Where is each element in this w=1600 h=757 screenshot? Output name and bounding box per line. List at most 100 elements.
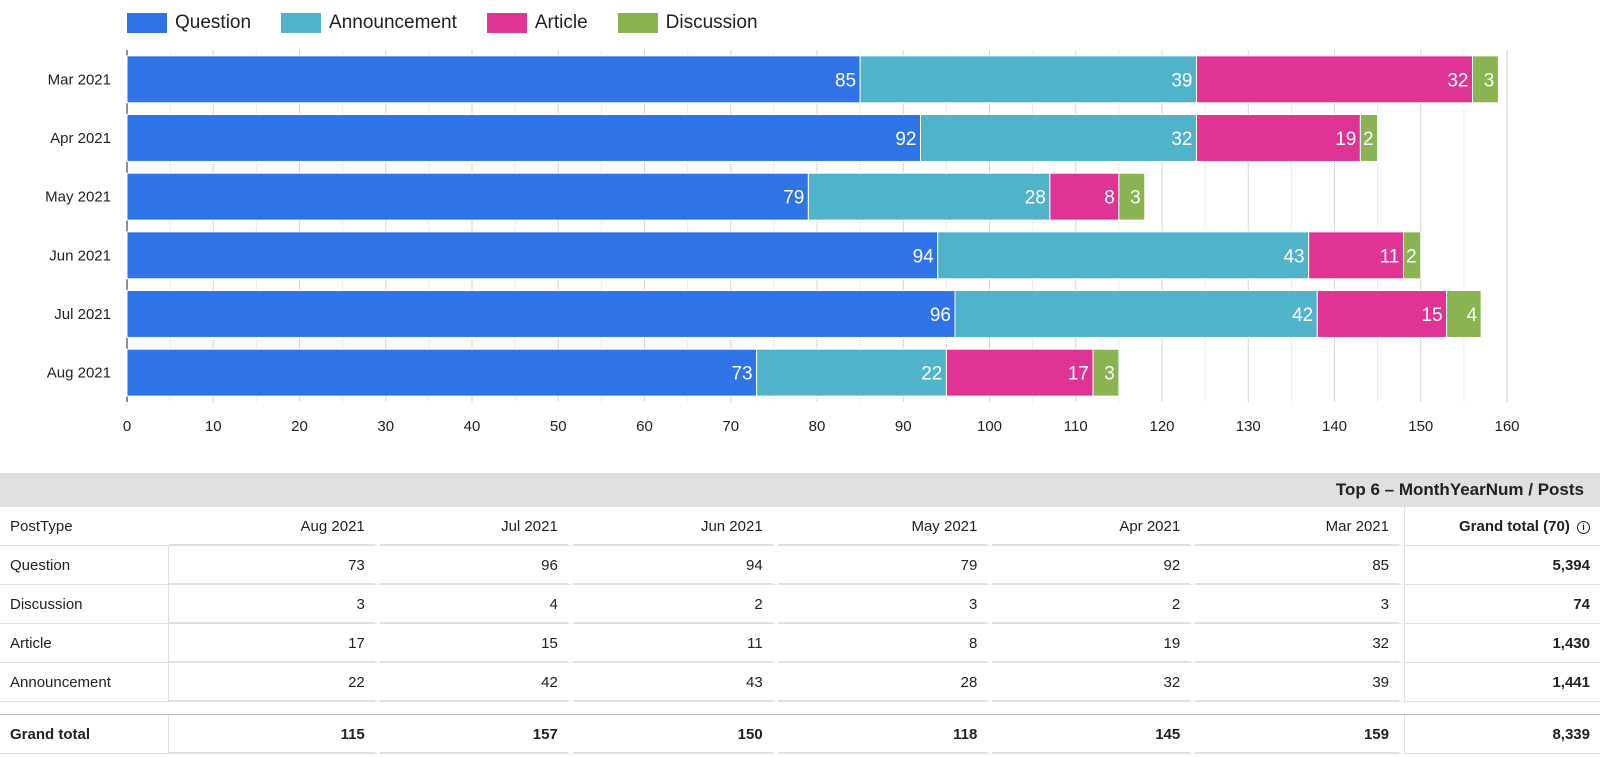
bar-segment[interactable]	[1308, 231, 1404, 280]
x-tick-label: 140	[1322, 418, 1347, 435]
bar-segment[interactable]	[126, 231, 939, 280]
table-row: Announcement 22 42 43 28 32 39 1,441	[0, 663, 1600, 702]
table-cell: 157	[379, 715, 573, 754]
legend-item-discussion[interactable]: Discussion	[617, 12, 758, 34]
bar-segment[interactable]	[1196, 114, 1361, 162]
bar-segment[interactable]	[126, 172, 809, 221]
bar-data-label: 92	[895, 129, 916, 150]
legend-swatch	[281, 13, 322, 33]
bar-segment[interactable]	[1196, 55, 1473, 104]
table-cell: 159	[1195, 715, 1404, 754]
bar-segment[interactable]	[1472, 55, 1499, 104]
bar-segment[interactable]	[126, 290, 956, 338]
table-cell: 32	[1195, 624, 1404, 663]
spacer-cell	[0, 702, 1600, 715]
table-header-row: PostType Aug 2021 Jul 2021 Jun 2021 May …	[0, 507, 1600, 546]
corner-header: PostType	[0, 507, 169, 546]
bar-segment[interactable]	[1403, 231, 1422, 280]
bar-segment[interactable]	[1118, 172, 1146, 221]
bar-segment[interactable]	[126, 55, 861, 104]
bar-segment[interactable]	[954, 290, 1318, 338]
stacked-bar-chart: Question Announcement Article Discussion 0 1…	[45, 12, 1520, 435]
bar-data-label: 3	[1130, 188, 1141, 209]
bar-data-label: 85	[835, 70, 856, 91]
bar-data-label: 22	[921, 364, 942, 385]
bar-data-label: 4	[1467, 305, 1478, 326]
bar-data-label: 3	[1104, 364, 1115, 385]
table-cell: 115	[169, 715, 380, 754]
table-cell: 19	[992, 624, 1196, 663]
bar-data-label: 32	[1447, 70, 1468, 91]
table-row: Question 73 96 94 79 92 85 5,394	[0, 546, 1600, 585]
grand-total-header-label: Grand total (70)	[1458, 517, 1570, 535]
table-cell: 42	[379, 663, 573, 702]
y-tick-label: Jul 2021	[54, 306, 111, 323]
legend-item-article[interactable]: Article	[486, 12, 588, 34]
row-label: Question	[0, 546, 169, 585]
bar-segment[interactable]	[807, 172, 1051, 221]
info-icon[interactable]: i	[1577, 520, 1590, 534]
grand-total-header[interactable]: Grand total (70) i	[1404, 507, 1600, 546]
x-tick-label: 100	[977, 418, 1002, 435]
table-cell: 3	[169, 585, 380, 624]
table-title: Top 6 – MonthYearNum / Posts	[1335, 480, 1584, 499]
bar-data-label: 15	[1421, 305, 1442, 326]
table-cell: 85	[1195, 546, 1404, 585]
table-cell: 94	[572, 546, 778, 585]
column-header[interactable]: Apr 2021	[992, 507, 1196, 546]
bar-data-label: 8	[1104, 188, 1115, 209]
bar-segment[interactable]	[1446, 290, 1482, 338]
bar-data-label: 11	[1380, 246, 1400, 267]
table-cell: 11	[572, 624, 778, 663]
bar-segment[interactable]	[945, 348, 1094, 397]
column-header[interactable]: May 2021	[777, 507, 993, 546]
overall-grand-total: 8,339	[1404, 715, 1600, 754]
bar-segment[interactable]	[756, 348, 947, 397]
pivot-table: PostType Aug 2021 Jul 2021 Jun 2021 May …	[0, 507, 1600, 754]
bar-segment[interactable]	[126, 114, 921, 162]
x-tick-label: 130	[1236, 418, 1261, 435]
row-label: Article	[0, 624, 169, 663]
legend-item-announcement[interactable]: Announcement	[281, 12, 457, 34]
bar-segment[interactable]	[859, 55, 1197, 104]
column-header[interactable]: Aug 2021	[169, 507, 380, 546]
bar-data-label: 3	[1484, 70, 1495, 91]
table-cell: 22	[169, 663, 380, 702]
table-cell: 73	[169, 546, 380, 585]
table-spacer	[0, 702, 1600, 715]
column-header[interactable]: Mar 2021	[1195, 507, 1404, 546]
bar-segment[interactable]	[920, 114, 1197, 162]
grand-total-row: Grand total 115 157 150 118 145 159 8,339	[0, 715, 1600, 754]
legend-swatch	[486, 13, 527, 33]
bar-segment[interactable]	[1359, 114, 1379, 162]
y-tick-label: May 2021	[45, 189, 111, 206]
table-cell: 92	[992, 546, 1196, 585]
column-header[interactable]: Jun 2021	[572, 507, 778, 546]
bar-data-label: 19	[1335, 129, 1356, 150]
x-tick-label: 20	[291, 418, 308, 435]
bar-segment[interactable]	[126, 348, 758, 397]
bar-segment[interactable]	[1049, 172, 1120, 221]
bar-data-label: 73	[731, 364, 752, 385]
bar-segment[interactable]	[1316, 290, 1448, 338]
row-grand-total: 1,430	[1404, 624, 1600, 663]
x-tick-label: 80	[809, 418, 826, 435]
table-row: Article 17 15 11 8 19 32 1,430	[0, 624, 1600, 663]
bar-data-label: 2	[1363, 129, 1374, 150]
x-tick-label: 30	[377, 418, 394, 435]
table-cell: 43	[572, 663, 778, 702]
bar-segment[interactable]	[937, 231, 1310, 280]
row-label: Discussion	[0, 585, 169, 624]
bar-segment[interactable]	[1092, 348, 1120, 397]
table-cell: 3	[777, 585, 993, 624]
column-header[interactable]: Jul 2021	[379, 507, 573, 546]
chart-plot-area: 0 10 20 30 40 50 60 70 80 90 100 110 120 130 140 150 160…	[45, 50, 1520, 435]
bar-data-label: 2	[1406, 246, 1417, 267]
bar-data-label: 43	[1283, 246, 1304, 267]
legend-item-question[interactable]: Question	[127, 12, 251, 34]
y-tick-label: Aug 2021	[47, 365, 111, 382]
row-grand-total: 1,441	[1404, 663, 1600, 702]
bar-data-label: 96	[930, 305, 951, 326]
legend-label: Announcement	[329, 12, 457, 33]
bar-data-label: 28	[1025, 188, 1046, 209]
